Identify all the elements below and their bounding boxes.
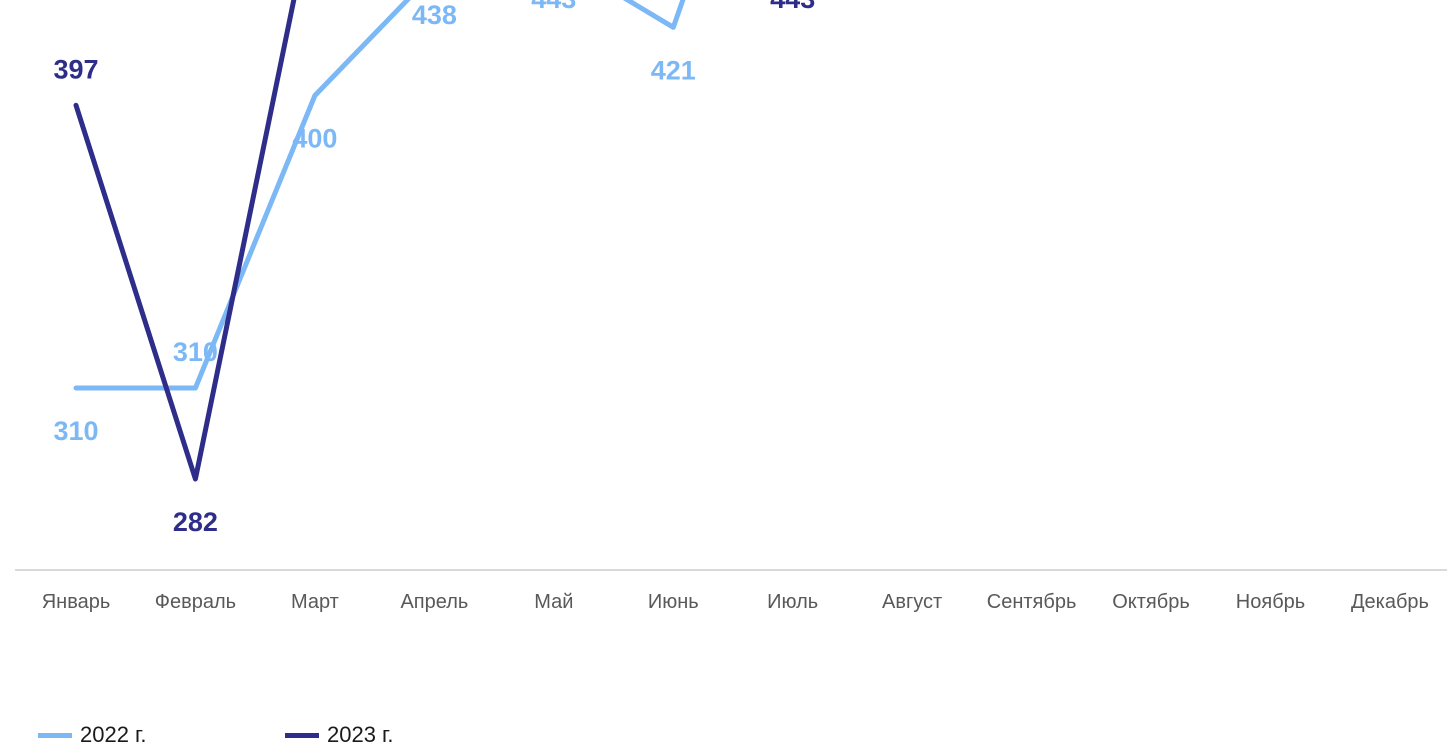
- x-tick-label: Декабрь: [1351, 591, 1429, 613]
- x-tick-label: Июль: [767, 591, 818, 613]
- x-tick-label: Январь: [42, 591, 111, 613]
- x-tick-label: Июнь: [648, 591, 699, 613]
- legend-label-2022: 2022 г.: [80, 722, 147, 747]
- legend-swatch-2022: [38, 732, 72, 738]
- x-tick-label: Сентябрь: [987, 591, 1077, 613]
- series-lines: [73, 0, 686, 482]
- data-label: 310: [53, 416, 98, 446]
- series-line-2023: [73, 0, 297, 482]
- data-labels: 3103104004384434215265995645175034523972…: [53, 0, 815, 537]
- data-label: 282: [173, 507, 218, 537]
- x-axis-ticks: Январь Февраль Март Апрель Май Июнь Июль Август…: [42, 591, 1429, 613]
- x-tick-label: Октябрь: [1112, 591, 1190, 613]
- data-label: 443: [531, 0, 576, 14]
- legend-item-2023: 2023 г.: [285, 722, 394, 748]
- x-tick-label: Февраль: [155, 591, 236, 613]
- data-label: 310: [173, 337, 218, 367]
- legend-item-2022: 2022 г.: [38, 722, 147, 748]
- legend-label-2023: 2023 г.: [327, 722, 394, 747]
- x-tick-label: Апрель: [400, 591, 468, 613]
- legend-swatch-2023: [285, 732, 319, 738]
- legend: 2022 г. 2023 г.: [0, 722, 1447, 748]
- data-label: 397: [53, 54, 98, 84]
- x-tick-label: Август: [882, 591, 942, 613]
- x-tick-label: Май: [534, 591, 573, 613]
- data-label: 400: [292, 124, 337, 154]
- x-tick-label: Ноябрь: [1236, 591, 1305, 613]
- data-label: 438: [412, 0, 457, 30]
- data-label: 443: [770, 0, 815, 14]
- series-line-2022: [73, 0, 686, 391]
- x-tick-label: Март: [291, 591, 339, 613]
- data-label: 421: [651, 55, 696, 85]
